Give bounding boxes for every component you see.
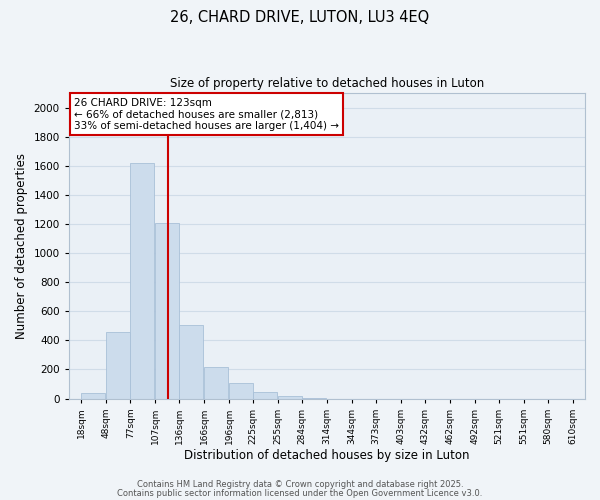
X-axis label: Distribution of detached houses by size in Luton: Distribution of detached houses by size … <box>184 450 470 462</box>
Text: 26 CHARD DRIVE: 123sqm
← 66% of detached houses are smaller (2,813)
33% of semi-: 26 CHARD DRIVE: 123sqm ← 66% of detached… <box>74 98 339 131</box>
Bar <box>205 368 228 398</box>
Bar <box>229 382 253 398</box>
Bar <box>106 332 130 398</box>
Bar <box>278 396 302 398</box>
Y-axis label: Number of detached properties: Number of detached properties <box>15 153 28 339</box>
Bar <box>253 392 277 398</box>
Text: Contains public sector information licensed under the Open Government Licence v3: Contains public sector information licen… <box>118 490 482 498</box>
Text: 26, CHARD DRIVE, LUTON, LU3 4EQ: 26, CHARD DRIVE, LUTON, LU3 4EQ <box>170 10 430 25</box>
Title: Size of property relative to detached houses in Luton: Size of property relative to detached ho… <box>170 78 484 90</box>
Bar <box>82 394 105 398</box>
Bar <box>130 163 154 398</box>
Bar <box>155 222 179 398</box>
Bar <box>179 325 203 398</box>
Text: Contains HM Land Registry data © Crown copyright and database right 2025.: Contains HM Land Registry data © Crown c… <box>137 480 463 489</box>
